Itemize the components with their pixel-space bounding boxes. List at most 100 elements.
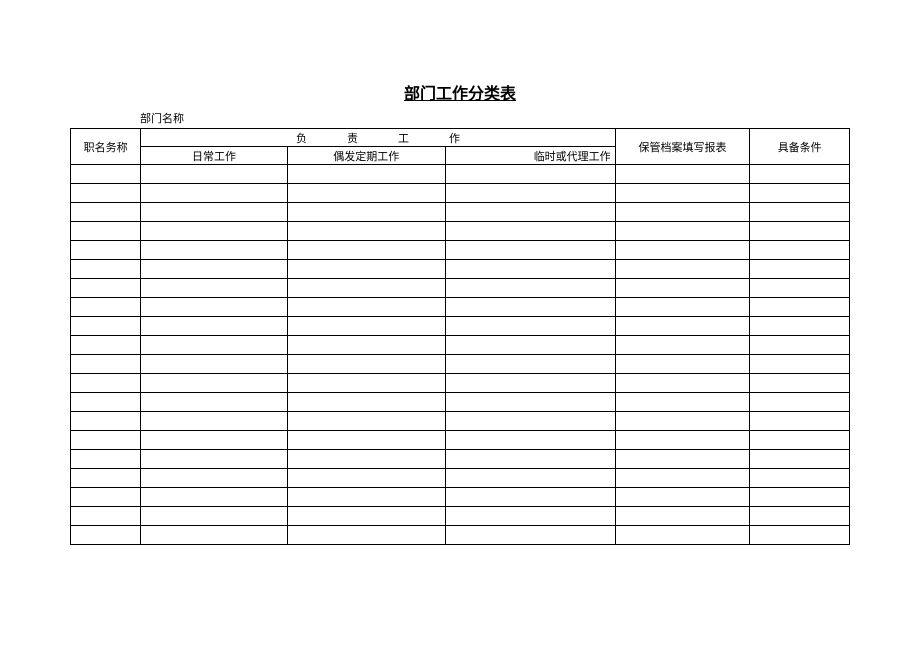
work-classification-table: 职名务称 负责工作 保管档案填写报表 具备条件 日常工作 偶发定期工作 临时或代… <box>70 128 850 545</box>
col-header-archive: 保管档案填写报表 <box>615 129 750 165</box>
table-cell <box>71 412 141 431</box>
table-cell <box>615 241 750 260</box>
table-cell <box>71 469 141 488</box>
table-cell <box>141 526 287 545</box>
table-row <box>71 241 850 260</box>
table-row <box>71 507 850 526</box>
table-cell <box>750 412 850 431</box>
table-cell <box>287 374 445 393</box>
table-row <box>71 412 850 431</box>
table-row <box>71 469 850 488</box>
table-row <box>71 260 850 279</box>
table-cell <box>750 222 850 241</box>
table-row <box>71 165 850 184</box>
table-cell <box>615 526 750 545</box>
table-cell <box>445 317 615 336</box>
table-cell <box>287 184 445 203</box>
table-cell <box>615 431 750 450</box>
header-row-top: 职名务称 负责工作 保管档案填写报表 具备条件 <box>71 129 850 147</box>
table-cell <box>287 298 445 317</box>
table-cell <box>750 393 850 412</box>
table-cell <box>445 165 615 184</box>
table-cell <box>750 317 850 336</box>
table-cell <box>750 298 850 317</box>
table-row <box>71 355 850 374</box>
table-cell <box>287 336 445 355</box>
col-header-temp: 临时或代理工作 <box>445 147 615 165</box>
table-cell <box>287 317 445 336</box>
table-cell <box>750 279 850 298</box>
table-cell <box>141 488 287 507</box>
table-cell <box>615 450 750 469</box>
table-cell <box>445 184 615 203</box>
table-cell <box>141 507 287 526</box>
table-row <box>71 336 850 355</box>
table-cell <box>287 260 445 279</box>
table-cell <box>141 450 287 469</box>
table-cell <box>71 279 141 298</box>
table-cell <box>287 279 445 298</box>
table-cell <box>615 355 750 374</box>
table-cell <box>615 393 750 412</box>
table-cell <box>287 488 445 507</box>
table-cell <box>615 298 750 317</box>
table-cell <box>750 336 850 355</box>
table-row <box>71 450 850 469</box>
table-row <box>71 279 850 298</box>
table-cell <box>71 203 141 222</box>
table-cell <box>750 507 850 526</box>
table-cell <box>750 184 850 203</box>
table-cell <box>615 336 750 355</box>
table-cell <box>750 165 850 184</box>
table-cell <box>71 260 141 279</box>
table-cell <box>141 355 287 374</box>
table-cell <box>71 431 141 450</box>
col-header-daily: 日常工作 <box>141 147 287 165</box>
table-cell <box>287 222 445 241</box>
table-cell <box>71 317 141 336</box>
table-cell <box>141 393 287 412</box>
table-cell <box>445 279 615 298</box>
table-cell <box>750 260 850 279</box>
table-row <box>71 374 850 393</box>
table-cell <box>141 374 287 393</box>
table-cell <box>615 184 750 203</box>
table-cell <box>71 393 141 412</box>
table-cell <box>615 279 750 298</box>
table-cell <box>141 241 287 260</box>
table-cell <box>750 450 850 469</box>
col-header-duties-group: 负责工作 <box>141 129 615 147</box>
table-cell <box>750 488 850 507</box>
table-cell <box>71 526 141 545</box>
table-cell <box>71 298 141 317</box>
table-cell <box>287 431 445 450</box>
table-cell <box>71 374 141 393</box>
table-cell <box>615 488 750 507</box>
table-cell <box>71 450 141 469</box>
table-cell <box>445 222 615 241</box>
table-row <box>71 526 850 545</box>
table-cell <box>445 355 615 374</box>
table-cell <box>615 165 750 184</box>
table-cell <box>615 260 750 279</box>
table-cell <box>71 222 141 241</box>
table-cell <box>445 431 615 450</box>
table-cell <box>615 203 750 222</box>
table-cell <box>287 241 445 260</box>
table-cell <box>141 469 287 488</box>
table-cell <box>445 298 615 317</box>
table-cell <box>445 336 615 355</box>
table-cell <box>141 222 287 241</box>
table-cell <box>445 488 615 507</box>
col-header-periodic: 偶发定期工作 <box>287 147 445 165</box>
table-cell <box>445 260 615 279</box>
table-row <box>71 298 850 317</box>
table-cell <box>141 184 287 203</box>
table-row <box>71 317 850 336</box>
table-cell <box>287 203 445 222</box>
table-cell <box>750 526 850 545</box>
table-cell <box>71 165 141 184</box>
table-row <box>71 393 850 412</box>
table-cell <box>750 431 850 450</box>
table-cell <box>615 317 750 336</box>
